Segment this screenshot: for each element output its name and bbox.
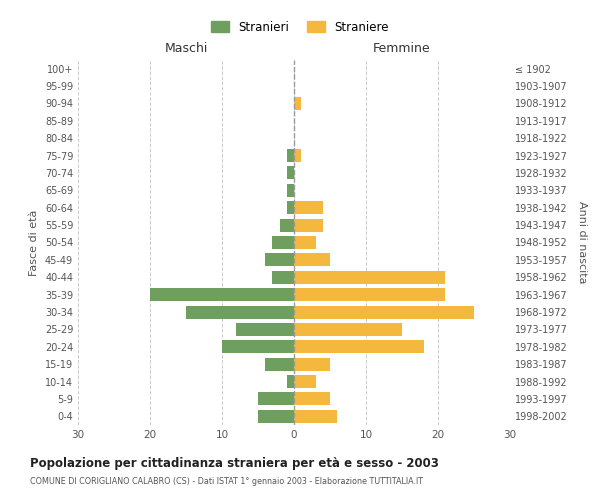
Text: Femmine: Femmine	[373, 42, 431, 55]
Bar	[294, 340, 424, 353]
Bar	[236, 323, 294, 336]
Bar	[265, 254, 294, 266]
Legend: Stranieri, Straniere: Stranieri, Straniere	[206, 16, 394, 38]
Bar	[287, 166, 294, 179]
Y-axis label: Anni di nascita: Anni di nascita	[577, 201, 587, 284]
Bar	[272, 236, 294, 249]
Bar	[265, 358, 294, 370]
Bar	[294, 323, 402, 336]
Bar	[280, 218, 294, 232]
Bar	[272, 270, 294, 284]
Bar	[287, 375, 294, 388]
Bar	[258, 410, 294, 423]
Bar	[294, 358, 330, 370]
Bar	[222, 340, 294, 353]
Text: Popolazione per cittadinanza straniera per età e sesso - 2003: Popolazione per cittadinanza straniera p…	[30, 458, 439, 470]
Bar	[294, 270, 445, 284]
Bar	[294, 288, 445, 301]
Bar	[294, 236, 316, 249]
Bar	[294, 375, 316, 388]
Text: COMUNE DI CORIGLIANO CALABRO (CS) - Dati ISTAT 1° gennaio 2003 - Elaborazione TU: COMUNE DI CORIGLIANO CALABRO (CS) - Dati…	[30, 478, 423, 486]
Bar	[186, 306, 294, 318]
Bar	[294, 201, 323, 214]
Bar	[287, 184, 294, 197]
Bar	[150, 288, 294, 301]
Text: Maschi: Maschi	[164, 42, 208, 55]
Y-axis label: Fasce di età: Fasce di età	[29, 210, 39, 276]
Bar	[294, 218, 323, 232]
Bar	[258, 392, 294, 406]
Bar	[294, 306, 474, 318]
Bar	[294, 149, 301, 162]
Bar	[287, 201, 294, 214]
Bar	[294, 97, 301, 110]
Bar	[294, 254, 330, 266]
Bar	[294, 410, 337, 423]
Bar	[294, 392, 330, 406]
Bar	[287, 149, 294, 162]
